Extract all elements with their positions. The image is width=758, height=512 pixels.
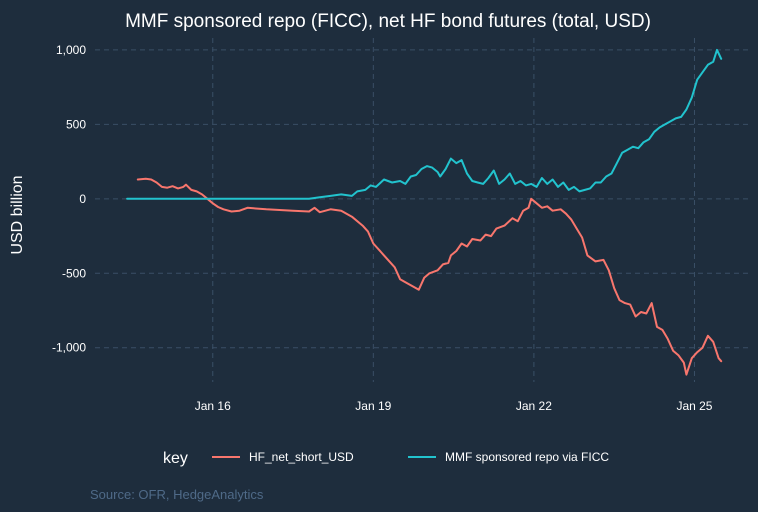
x-tick-label-1: Jan 19 bbox=[355, 399, 391, 413]
y-tick-label-0: 1,000 bbox=[56, 43, 86, 57]
y-tick-label-3: -500 bbox=[62, 266, 86, 280]
x-tick-labels: Jan 16 Jan 19 Jan 22 Jan 25 bbox=[195, 399, 713, 413]
y-tick-label-2: 0 bbox=[79, 192, 86, 206]
y-tick-labels: 1,000 500 0 -500 -1,000 bbox=[52, 43, 86, 355]
series-line-1 bbox=[126, 48, 723, 200]
series-line-0 bbox=[136, 177, 723, 376]
y-tick-label-4: -1,000 bbox=[52, 341, 86, 355]
x-tick-label-2: Jan 22 bbox=[516, 399, 552, 413]
legend-label-hf-net-short: HF_net_short_USD bbox=[249, 450, 354, 464]
x-tick-label-3: Jan 25 bbox=[676, 399, 712, 413]
legend-label-mmf-repo: MMF sponsored repo via FICC bbox=[445, 450, 609, 464]
legend: key HF_net_short_USD MMF sponsored repo … bbox=[163, 450, 609, 467]
chart-title: MMF sponsored repo (FICC), net HF bond f… bbox=[125, 11, 651, 32]
y-axis-title: USD billion bbox=[9, 175, 26, 254]
y-tick-label-1: 500 bbox=[66, 117, 86, 131]
source-note: Source: OFR, HedgeAnalytics bbox=[90, 487, 264, 502]
x-tick-label-0: Jan 16 bbox=[195, 399, 231, 413]
series-lines bbox=[126, 48, 723, 376]
legend-title: key bbox=[163, 450, 188, 467]
